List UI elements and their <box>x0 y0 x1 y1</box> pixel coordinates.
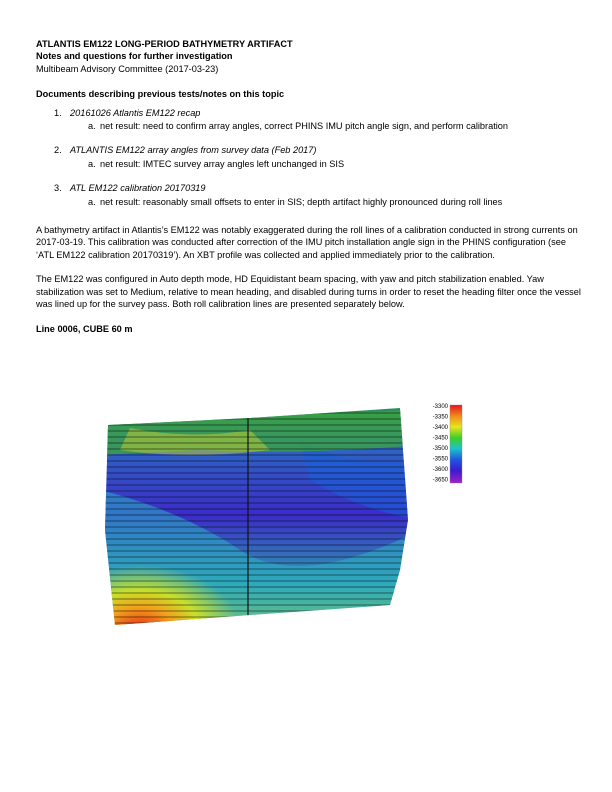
document-reference: ATLANTIS EM122 array angles from survey … <box>70 145 317 156</box>
net-result-note: a. net result: IMTEC survey array angles… <box>70 158 581 170</box>
bathymetry-surface-image: -3300 -3350 -3400 -3450 -3500 -3550 -360… <box>105 404 463 625</box>
list-item-number: 1. <box>54 107 62 118</box>
document-reference: 20161026 Atlantis EM122 recap <box>70 107 201 118</box>
colorbar-tick: -3450 <box>433 436 449 442</box>
note-text: net result: reasonably small offsets to … <box>100 196 503 207</box>
list-item-number: 2. <box>54 145 62 156</box>
colorbar-tick: -3650 <box>433 478 449 484</box>
colorbar-tick: -3600 <box>433 467 449 473</box>
list-item: 3. ATL EM122 calibration 20170319 a. net… <box>36 182 581 208</box>
colorbar-gradient <box>449 404 463 484</box>
net-result-note: a. net result: reasonably small offsets … <box>70 196 581 208</box>
documents-list: 1. 20161026 Atlantis EM122 recap a. net … <box>36 107 581 208</box>
colorbar-tick: -3500 <box>433 446 449 452</box>
paragraph-artifact: A bathymetry artifact in Atlantis’s EM12… <box>36 225 578 260</box>
bathymetry-figure: -3300 -3350 -3400 -3450 -3500 -3550 -360… <box>100 400 470 630</box>
note-letter: a. <box>88 121 96 132</box>
note-text: net result: need to confirm array angles… <box>100 121 509 132</box>
colorbar-tick: -3350 <box>433 415 449 421</box>
net-result-note: a. net result: need to confirm array ang… <box>70 120 581 132</box>
depth-colorbar: -3300 -3350 -3400 -3450 -3500 -3550 -360… <box>433 404 463 484</box>
list-item: 1. 20161026 Atlantis EM122 recap a. net … <box>36 107 581 133</box>
document-title: ATLANTIS EM122 LONG-PERIOD BATHYMETRY AR… <box>36 39 293 49</box>
document-subtitle: Notes and questions for further investig… <box>36 51 233 62</box>
document-reference: ATL EM122 calibration 20170319 <box>70 183 206 194</box>
colorbar-tick: -3550 <box>433 457 449 463</box>
list-item-number: 3. <box>54 183 62 194</box>
paragraph-configuration: The EM122 was configured in Auto depth m… <box>36 274 581 310</box>
colorbar-tick: -3400 <box>433 425 449 431</box>
figure-heading: Line 0006, CUBE 60 m <box>36 323 133 334</box>
documents-heading: Documents describing previous tests/note… <box>36 89 285 100</box>
author-date: Multibeam Advisory Committee (2017-03-23… <box>36 63 219 74</box>
bathymetry-swath <box>105 408 408 625</box>
document-page: ATLANTIS EM122 LONG-PERIOD BATHYMETRY AR… <box>36 38 581 335</box>
colorbar-tick: -3300 <box>433 404 449 410</box>
note-letter: a. <box>88 196 96 207</box>
note-letter: a. <box>88 158 96 169</box>
list-item: 2. ATLANTIS EM122 array angles from surv… <box>36 144 581 170</box>
note-text: net result: IMTEC survey array angles le… <box>100 158 345 169</box>
